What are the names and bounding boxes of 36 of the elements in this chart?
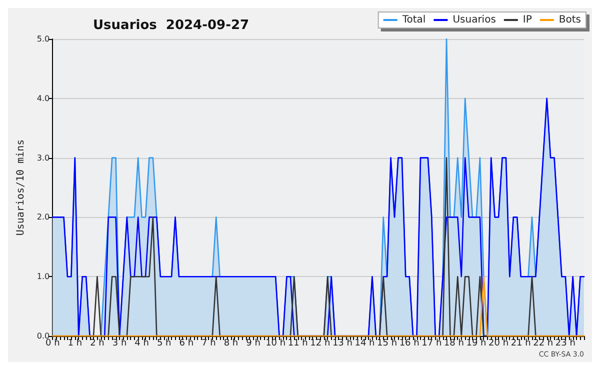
x-tick-label: 19 h: [466, 338, 486, 348]
x-tick-label: 0 h: [45, 338, 60, 348]
x-tick-label: 14 h: [354, 338, 375, 348]
x-tick-label: 17 h: [422, 338, 442, 348]
y-tick-label: 2.0: [36, 212, 50, 222]
x-tick-label: 18 h: [444, 338, 464, 348]
x-tick-label: 22 h: [533, 338, 554, 348]
x-tick-label: 13 h: [332, 338, 352, 348]
x-tick-label: 20 h: [488, 338, 509, 348]
chart-title: Usuarios 2024-09-27: [93, 18, 250, 33]
x-tick-label: 7 h: [202, 338, 216, 348]
x-tick-label: 4 h: [134, 338, 149, 348]
legend-label: Bots: [558, 14, 581, 26]
legend-label: Total: [401, 14, 426, 26]
x-tick-label: 3 h: [112, 338, 127, 348]
x-tick-label: 5 h: [156, 338, 172, 348]
legend-label: Usuarios: [452, 14, 496, 26]
legend-label: IP: [522, 14, 532, 26]
y-tick-label: 5.0: [36, 34, 50, 44]
x-tick-label: 15 h: [377, 338, 398, 348]
x-tick-label: 8 h: [224, 338, 238, 348]
x-tick-label: 11 h: [288, 338, 308, 348]
x-tick-label: 6 h: [179, 338, 194, 348]
x-tick-label: 1 h: [68, 338, 82, 348]
x-tick-label: 21 h: [510, 338, 531, 348]
y-tick-label: 1.0: [36, 272, 50, 282]
y-tick-label: 0.0: [36, 332, 50, 340]
x-tick-label: 23 h: [555, 338, 576, 348]
x-tick-label: 9 h: [246, 338, 260, 348]
x-tick-label: 10 h: [266, 338, 286, 348]
y-tick-label: 3.0: [36, 153, 50, 162]
x-tick-label: 2 h: [90, 338, 104, 348]
x-tick-label: 16 h: [399, 338, 420, 348]
y-tick-label: 4.0: [36, 94, 50, 103]
x-tick-label: 12 h: [310, 338, 330, 348]
y-axis-title: Usuarios/10 mins: [16, 139, 26, 236]
